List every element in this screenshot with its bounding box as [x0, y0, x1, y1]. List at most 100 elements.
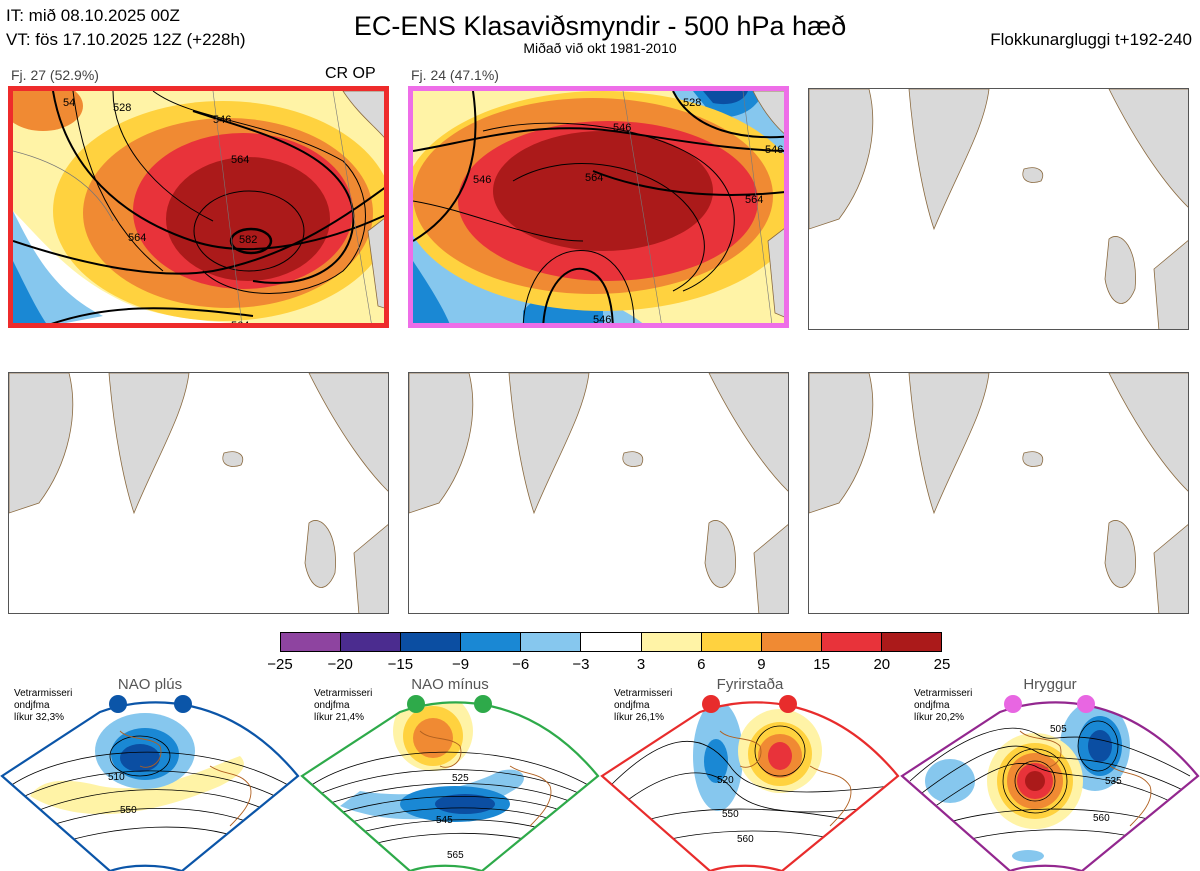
empty-map-4 — [808, 372, 1189, 614]
contour-label: 546 — [593, 314, 611, 326]
cluster-window: Flokkunargluggi t+192-240 — [990, 30, 1192, 49]
contour-label: 546 — [473, 174, 491, 186]
anomaly-field — [413, 91, 784, 323]
colorbar-tick-label: 3 — [636, 656, 646, 673]
regime-contour-label: 560 — [1093, 813, 1110, 824]
regime-note-line: líkur 32,3% — [14, 712, 65, 723]
contour-label: 64 — [631, 324, 643, 328]
regime-note-line: ondjfma — [914, 700, 950, 711]
colorbar-tick-label: −9 — [451, 656, 470, 673]
basemap — [809, 89, 1188, 329]
colorbar-tick-label: −6 — [512, 656, 530, 673]
regime-note: Vetrarmisseri ondjfma líkur 20,2% — [914, 688, 972, 724]
issue-time: IT: mið 08.10.2025 00Z — [6, 6, 180, 25]
regime-map: 505 535 560 — [900, 695, 1200, 871]
land — [752, 91, 784, 318]
colorbar-tick-label: 15 — [813, 656, 830, 673]
anomaly-colorbar — [280, 632, 942, 652]
regime-note-line: líkur 21,4% — [314, 712, 365, 723]
regime-contour-label: 550 — [722, 809, 739, 820]
regime-title: NAO mínus — [411, 676, 489, 693]
regime-note: Vetrarmisseri ondjfma líkur 26,1% — [614, 688, 672, 724]
regime-contour-label: 525 — [452, 773, 469, 784]
colorbar-segment — [521, 633, 582, 651]
regime-contour-label: 550 — [120, 805, 137, 816]
height-contours — [13, 91, 384, 323]
regime-map: 520 550 560 — [600, 695, 900, 871]
regime-contour-label: 520 — [717, 775, 734, 786]
regime-title: Hryggur — [1023, 676, 1077, 693]
colorbar-segment — [761, 633, 822, 651]
colorbar-segment — [701, 633, 762, 651]
colorbar-tick-label: 20 — [873, 656, 891, 673]
colorbar-tick-label: −3 — [572, 656, 590, 673]
regime-title: NAO plús — [117, 676, 183, 693]
contour-label: 564 — [231, 320, 249, 328]
regime-note-line: Vetrarmisseri — [14, 688, 73, 699]
cluster-2-map: 546 564 564 546 546 528 546 64 — [408, 86, 789, 328]
colorbar-tick-label: 6 — [697, 656, 706, 673]
colorbar-tick-label: −25 — [267, 656, 293, 673]
cluster-2-label: Fj. 24 (47.1%) — [411, 67, 499, 83]
regime-nao-minus: NAO mínus Vetrarmisseri ondjfma líkur 21… — [300, 676, 600, 871]
contour-label: 564 — [585, 172, 603, 184]
regime-note-line: ondjfma — [614, 700, 650, 711]
regime-contour-label: 510 — [108, 772, 125, 783]
colorbar-tick-label: −20 — [327, 656, 353, 673]
regime-note: Vetrarmisseri ondjfma líkur 21,4% — [314, 688, 372, 724]
basemap — [409, 373, 788, 613]
regime-ridge: Hryggur Vetrarmisseri ondjfma líkur 20,2… — [900, 676, 1200, 871]
regime-map: 525 545 565 — [300, 695, 600, 871]
regime-map: 510 550 — [0, 695, 300, 871]
contour-labels: 546 564 582 564 564 528 54 — [63, 97, 257, 328]
regime-contour-label: 545 — [436, 815, 453, 826]
contour-label: 564 — [128, 232, 146, 244]
empty-map-1 — [808, 88, 1189, 330]
regime-nao-plus: NAO plús Vetrarmisseri ondjfma líkur 32,… — [0, 676, 300, 871]
regime-note-line: líkur 20,2% — [914, 712, 965, 723]
anomaly-field — [13, 91, 384, 323]
colorbar-segment — [341, 633, 402, 651]
regime-title: Fyrirstaða — [716, 676, 784, 693]
contour-label: 528 — [113, 102, 131, 114]
regime-note-line: Vetrarmisseri — [314, 688, 373, 699]
land — [342, 91, 384, 309]
regime-contour-label: 505 — [1050, 724, 1067, 735]
contour-label: 546 — [765, 144, 783, 156]
colorbar-segment — [581, 633, 642, 651]
regime-note-line: líkur 26,1% — [614, 712, 665, 723]
contour-labels: 546 564 564 546 546 528 546 64 — [473, 97, 783, 328]
valid-time: VT: fös 17.10.2025 12Z (+228h) — [6, 30, 246, 49]
height-contours — [413, 91, 784, 323]
contour-label: 528 — [683, 97, 701, 109]
contour-label: 54 — [63, 97, 75, 109]
page-title: EC-ENS Klasaviðsmyndir - 500 hPa hæð — [353, 11, 847, 41]
colorbar-segment — [281, 633, 342, 651]
colorbar-segment — [821, 633, 882, 651]
regime-contour-label: 560 — [737, 834, 754, 845]
contour-label: 564 — [231, 154, 249, 166]
contour-label: 582 — [239, 234, 257, 246]
regime-blocking: Fyrirstaða Vetrarmisseri ondjfma líkur 2… — [600, 676, 900, 871]
colorbar-tick-label: 9 — [757, 656, 766, 673]
contour-label: 546 — [613, 122, 631, 134]
regime-note-line: Vetrarmisseri — [614, 688, 673, 699]
colorbar-tick-label: 25 — [933, 656, 951, 673]
cluster-1-map: 546 564 582 564 564 528 54 — [8, 86, 389, 328]
contour-label: 546 — [213, 114, 231, 126]
colorbar-segment — [401, 633, 462, 651]
colorbar-tick-label: −15 — [387, 656, 414, 673]
colorbar-segment — [461, 633, 522, 651]
empty-map-3 — [408, 372, 789, 614]
regime-note-line: ondjfma — [314, 700, 350, 711]
empty-map-2 — [8, 372, 389, 614]
regime-note: Vetrarmisseri ondjfma líkur 32,3% — [14, 688, 72, 724]
cluster-1-label: Fj. 27 (52.9%) — [11, 67, 99, 83]
basemap — [9, 373, 388, 613]
colorbar-segment — [881, 633, 942, 651]
regime-contour-label: 565 — [447, 850, 464, 861]
regime-note-line: Vetrarmisseri — [914, 688, 973, 699]
cluster-1-tag: CR OP — [325, 65, 376, 82]
page-subtitle: Miðað við okt 1981-2010 — [523, 40, 677, 56]
basemap — [809, 373, 1188, 613]
